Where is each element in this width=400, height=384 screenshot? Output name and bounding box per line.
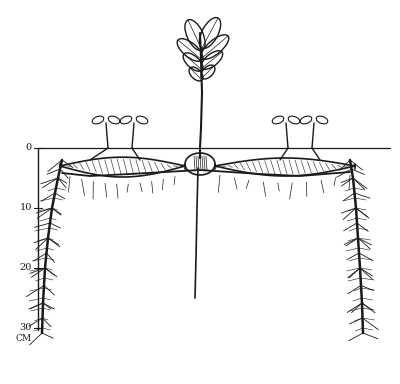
Text: 20: 20 [20, 263, 32, 273]
Text: 0: 0 [26, 144, 32, 152]
Text: 30: 30 [20, 323, 32, 333]
Text: CM: CM [16, 334, 32, 343]
Text: 10: 10 [20, 204, 32, 212]
